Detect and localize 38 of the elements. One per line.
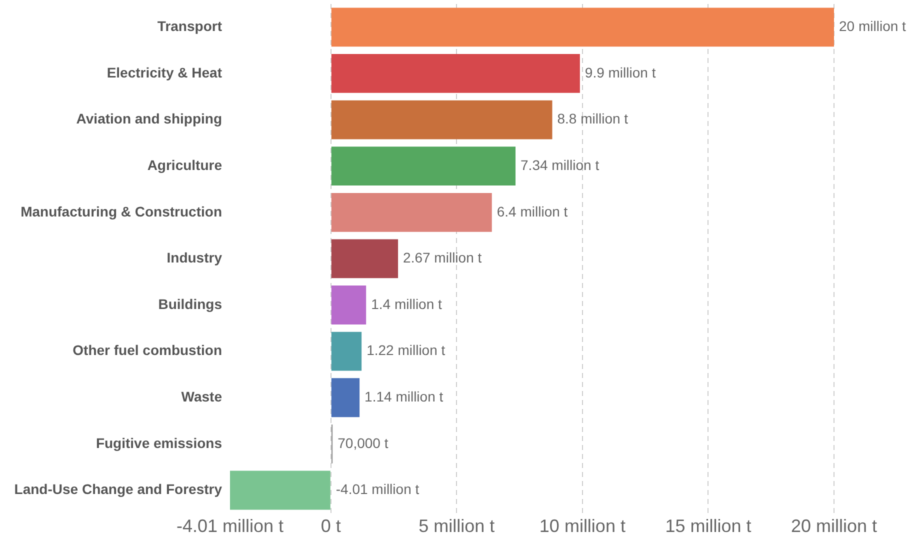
y-tick-label: Manufacturing & Construction [20,203,222,220]
x-tick-label: -4.01 million t [176,516,284,536]
bar [331,192,492,232]
bar [331,54,580,93]
bar [331,239,398,278]
bar [331,8,834,47]
bar [331,100,552,140]
x-tick-label: 10 million t [539,516,626,536]
y-tick-label: Transport [157,18,222,34]
y-tick-label: Aviation and shipping [76,110,222,127]
x-tick-label: 15 million t [665,516,752,536]
x-tick-label: 20 million t [790,516,878,536]
data-label: 70,000 t [338,434,388,451]
y-tick-label: Electricity & Heat [106,64,222,80]
data-label: -4.01 million t [336,481,420,498]
bar [331,332,362,371]
bar [331,286,366,324]
y-tick-label: Agriculture [147,156,222,173]
data-label: 6.4 million t [496,203,568,220]
bar [331,378,360,418]
y-tick-label: Other fuel combustion [72,342,222,358]
data-label: 20 million t [839,18,906,34]
data-label: 9.9 million t [584,64,656,80]
x-tick-label: 0 t [320,516,341,536]
y-tick-label: Waste [181,388,222,404]
data-label: 8.8 million t [557,110,628,127]
data-label: 1.4 million t [371,296,442,312]
data-label: 1.22 million t [366,342,446,358]
bar [331,146,516,186]
y-tick-label: Fugitive emissions [96,434,222,451]
x-tick-label: 5 million t [418,516,495,536]
y-tick-label: Industry [166,250,222,266]
y-tick-label: Buildings [158,296,222,312]
data-label: 7.34 million t [520,156,600,173]
y-tick-label: Land-Use Change and Forestry [14,481,222,498]
data-label: 1.14 million t [364,388,444,404]
bar [230,470,330,510]
data-label: 2.67 million t [403,250,482,266]
